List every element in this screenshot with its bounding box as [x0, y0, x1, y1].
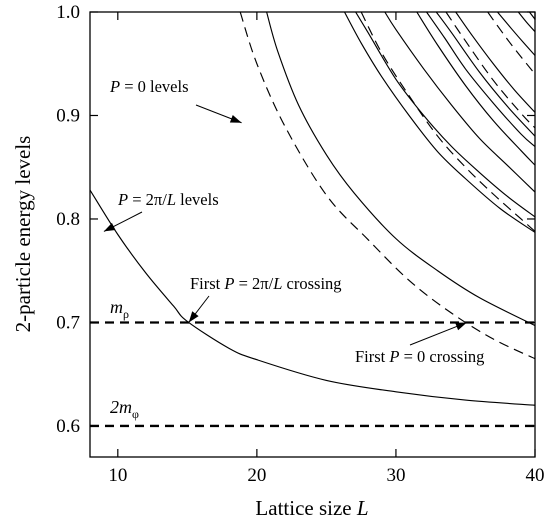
energy-level-curve-6 [360, 12, 535, 232]
annotation-first-p2pi-cross: First P = 2π/L crossing [190, 274, 342, 293]
energy-level-curve-2 [266, 12, 535, 327]
y-axis-title: 2-particle energy levels [11, 136, 35, 333]
y-tick-label-5: 1.0 [56, 2, 80, 23]
energy-level-curve-10 [435, 12, 535, 137]
energy-level-curve-1 [90, 189, 535, 406]
energy-level-curve-5 [355, 12, 535, 218]
annotation-p0-levels: P = 0 levels [109, 77, 189, 96]
energy-level-curve-8 [416, 12, 535, 166]
energy-level-curve-13 [487, 12, 535, 75]
energy-level-curve-4 [343, 12, 535, 233]
annotation-arrowhead-p0-levels [229, 115, 242, 123]
energy-level-curve-11 [445, 12, 535, 129]
annotation-arrowhead-first-p2pi-cross [188, 311, 199, 323]
annotation-arrowhead-first-p0-cross [455, 322, 467, 331]
plot-frame [89, 11, 536, 458]
energy-level-curve-7 [384, 12, 535, 193]
x-tick-label-4: 40 [526, 465, 545, 486]
annotation-p2pi-levels: P = 2π/L levels [117, 190, 219, 209]
y-tick-label-4: 0.9 [56, 105, 80, 126]
y-tick-label-1: 0.6 [56, 416, 80, 437]
reference-label-2: 2mφ [110, 397, 139, 421]
annotation-arrowhead-p2pi-levels [103, 222, 116, 232]
x-tick-label-1: 10 [108, 465, 127, 486]
y-tick-label-3: 0.8 [56, 209, 80, 230]
energy-level-curve-15 [517, 12, 535, 33]
x-axis-title: Lattice size L [255, 496, 368, 520]
annotation-first-p0-cross: First P = 0 crossing [355, 347, 484, 366]
energy-level-curve-14 [497, 12, 535, 56]
y-tick-label-2: 0.7 [56, 312, 80, 333]
x-tick-label-2: 20 [247, 465, 266, 486]
x-tick-label-3: 30 [386, 465, 405, 486]
energy-level-curve-12 [455, 12, 535, 113]
energy-level-curve-16 [528, 12, 535, 20]
energy-level-curve-3 [239, 12, 535, 360]
energy-level-curve-9 [426, 12, 535, 147]
reference-label-1: mρ [110, 297, 129, 321]
